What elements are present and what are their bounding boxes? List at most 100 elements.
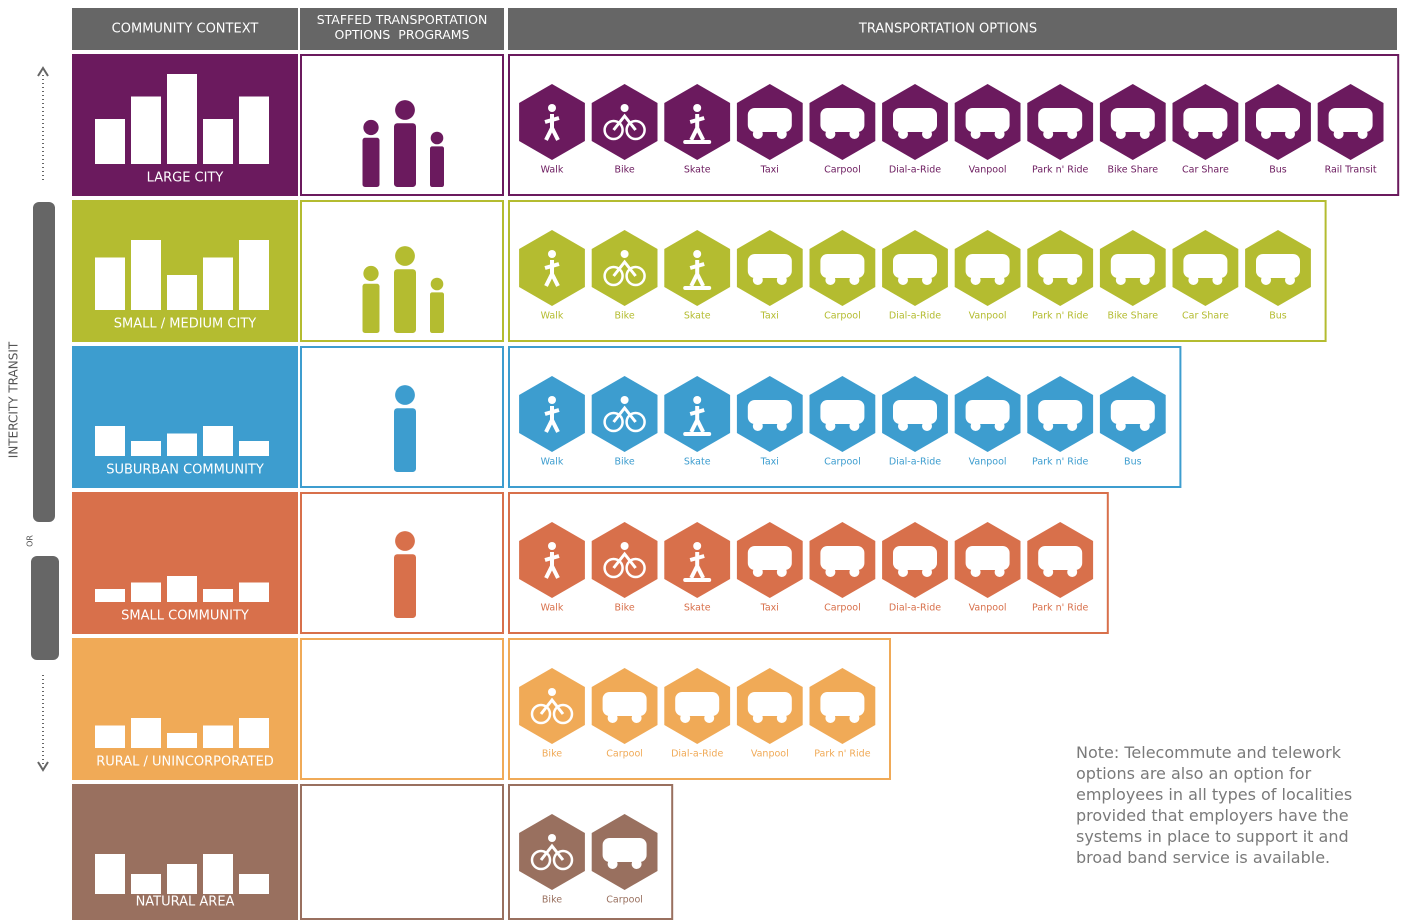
person-head [363, 119, 379, 136]
building [203, 119, 233, 164]
icon-glyph [548, 396, 556, 404]
option-label: Park n' Ride [1032, 165, 1088, 176]
option-label: Vanpool [969, 457, 1007, 468]
icon-glyph [752, 567, 763, 577]
building [203, 589, 233, 602]
icon-glyph [1043, 567, 1054, 577]
building [239, 582, 269, 602]
icon-glyph [893, 546, 937, 570]
icon-glyph [1212, 275, 1223, 285]
icon-glyph [552, 703, 574, 725]
person-head [395, 246, 415, 266]
icon-glyph [1115, 275, 1126, 285]
option-label: Carpool [824, 311, 861, 322]
icon-glyph [820, 254, 865, 278]
icon-glyph [1328, 108, 1373, 132]
icon-glyph [747, 108, 792, 132]
header-cell [300, 8, 504, 50]
option-label: Rail Transit [1325, 165, 1377, 176]
person-body [362, 137, 380, 187]
option-label: Dial-a-Ride [889, 311, 941, 322]
icon-glyph [849, 713, 860, 723]
building [131, 718, 161, 748]
icon-glyph [1067, 421, 1078, 431]
icon-glyph [752, 275, 763, 285]
option-label: Skate [684, 165, 711, 176]
icon-glyph [922, 567, 932, 577]
icon-glyph [965, 254, 1010, 278]
option-hexagon [591, 376, 658, 452]
icon-glyph [548, 834, 556, 842]
icon-glyph [620, 104, 629, 112]
building [95, 119, 125, 164]
header-text: STAFFED TRANSPORTATION OPTIONS PROGRAMS [316, 12, 492, 42]
icon-glyph [1139, 421, 1150, 431]
staffed-cell [300, 492, 504, 634]
icon-glyph [1043, 129, 1054, 139]
option-hexagon [591, 84, 658, 160]
options-cell [508, 784, 674, 920]
icon-glyph [994, 421, 1005, 431]
option-label: Dial-a-Ride [889, 603, 941, 614]
icon-glyph [1038, 400, 1083, 424]
option-label: Bike Share [1107, 311, 1158, 322]
option-label: Vanpool [969, 165, 1007, 176]
icon-glyph [970, 421, 981, 431]
building [131, 96, 161, 164]
option-label: Taxi [760, 311, 779, 322]
options-cell [508, 54, 1400, 196]
option-label: Park n' Ride [1032, 311, 1088, 322]
icon-glyph [776, 567, 787, 577]
icon-glyph [1110, 108, 1155, 132]
icon-glyph [965, 108, 1010, 132]
header-cell [508, 8, 1397, 50]
person-body [394, 408, 416, 472]
option-label: Car Share [1182, 311, 1229, 322]
person-head [430, 277, 444, 291]
building [239, 874, 269, 894]
arrow-head [37, 761, 49, 772]
icon-glyph [898, 421, 908, 431]
header-cell [72, 8, 298, 50]
person-head [430, 131, 444, 145]
icon-glyph [1183, 108, 1228, 132]
option-label: Bus [1124, 457, 1142, 468]
icon-glyph [530, 703, 552, 725]
option-label: Bike [615, 603, 635, 614]
icon-glyph [552, 849, 574, 871]
icon-glyph [776, 275, 787, 285]
icon-glyph [548, 250, 556, 258]
icon-glyph [1110, 254, 1155, 278]
option-hexagon [591, 230, 658, 306]
icon-glyph [893, 254, 937, 278]
building [203, 854, 233, 894]
icon-glyph [825, 421, 836, 431]
options-cell [508, 346, 1182, 488]
context-label: RURAL / UNINCORPORATED [96, 755, 274, 770]
option-label: Carpool [824, 165, 861, 176]
icon-glyph [631, 859, 642, 869]
icon-glyph [612, 551, 637, 569]
icon-glyph [683, 140, 712, 144]
icon-glyph [1038, 108, 1083, 132]
option-label: Taxi [760, 603, 779, 614]
building [131, 874, 161, 894]
icon-glyph [747, 692, 792, 716]
icon-glyph [849, 275, 860, 285]
icon-glyph [612, 113, 637, 131]
person-body [430, 292, 444, 333]
icon-glyph [898, 275, 908, 285]
person-body [362, 283, 380, 333]
icon-glyph [825, 713, 836, 723]
icon-glyph [965, 400, 1010, 424]
icon-glyph [1115, 129, 1126, 139]
building [203, 257, 233, 310]
icon-glyph [1183, 254, 1228, 278]
icon-glyph [747, 546, 792, 570]
option-label: Skate [684, 603, 711, 614]
icon-glyph [625, 411, 646, 433]
option-label: Dial-a-Ride [889, 457, 941, 468]
icon-glyph [680, 713, 691, 723]
icon-glyph [893, 400, 937, 424]
building [95, 426, 125, 456]
